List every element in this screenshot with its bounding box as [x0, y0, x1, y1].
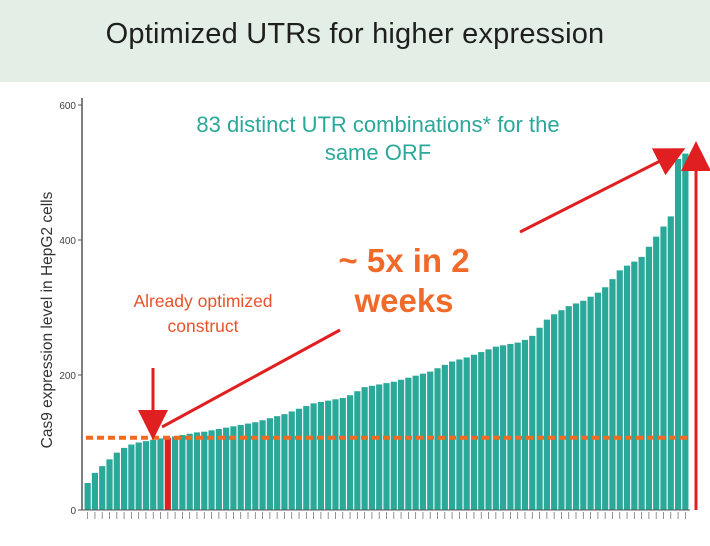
title-band — [0, 0, 710, 82]
bar — [616, 270, 623, 511]
bar — [412, 375, 419, 510]
bar — [397, 379, 405, 510]
bar-highlighted — [164, 437, 171, 510]
bar — [339, 397, 346, 510]
bar — [419, 373, 427, 510]
arrow-diagonal-increase — [161, 328, 341, 429]
y-tick-label: 400 — [59, 236, 76, 247]
bar — [500, 345, 507, 510]
bar — [572, 303, 580, 510]
bar — [558, 310, 565, 510]
bar — [638, 256, 645, 511]
bar — [536, 327, 543, 510]
y-tick-label: 200 — [59, 371, 76, 382]
bar — [128, 444, 135, 510]
bar — [631, 261, 638, 510]
bar — [99, 466, 106, 511]
bar — [244, 423, 252, 510]
bar — [259, 420, 266, 510]
bar — [84, 483, 91, 510]
bar — [274, 416, 281, 510]
bar — [135, 442, 142, 510]
bar — [208, 430, 215, 510]
bar — [346, 395, 354, 510]
bar — [529, 335, 536, 510]
bar — [142, 441, 150, 510]
optimized-annotation: Already optimized construct — [133, 291, 272, 336]
bar — [201, 431, 208, 510]
bar — [317, 402, 324, 510]
bar — [587, 296, 594, 510]
bar — [281, 414, 288, 510]
bars-group — [84, 153, 689, 511]
y-axis-label: Cas9 expression level in HepG2 cells — [39, 191, 56, 448]
bar — [623, 265, 631, 510]
bar — [186, 433, 193, 510]
y-tick-label: 600 — [59, 101, 76, 112]
bar — [463, 357, 470, 510]
bar — [325, 400, 332, 510]
bar — [383, 383, 390, 510]
arrow-diagonal-increase-upper — [519, 148, 686, 234]
bar — [580, 300, 587, 510]
y-ticks: 0 200 400 600 — [59, 101, 82, 517]
bar — [252, 422, 259, 510]
bar — [470, 354, 478, 510]
bar — [303, 406, 310, 510]
bar — [645, 246, 653, 510]
bar — [507, 343, 514, 510]
bar — [543, 319, 550, 510]
bar — [478, 352, 485, 510]
bar — [157, 438, 164, 510]
bar — [113, 452, 120, 511]
bar — [434, 368, 441, 510]
bar — [332, 399, 339, 510]
bar — [361, 387, 368, 510]
bar — [91, 472, 99, 511]
bar — [449, 361, 456, 510]
bar — [230, 426, 237, 510]
bar — [295, 408, 303, 510]
combinations-annotation: 83 distinct UTR combinations* for the sam… — [196, 112, 559, 165]
bar — [682, 153, 689, 510]
bar — [193, 432, 201, 511]
bar — [376, 384, 383, 510]
bar — [106, 459, 113, 511]
x-tick-marks — [87, 512, 686, 519]
bar — [565, 306, 572, 510]
y-tick-label: 0 — [70, 506, 76, 517]
bar — [492, 346, 499, 510]
bar — [310, 403, 317, 510]
bar — [223, 427, 230, 510]
bar — [602, 287, 609, 510]
bar — [266, 418, 273, 510]
bar — [354, 391, 361, 510]
fold-change-annotation: ~ 5x in 2 weeks — [338, 242, 469, 319]
bar — [390, 381, 397, 510]
bar — [653, 236, 660, 511]
bar — [288, 411, 295, 510]
bar — [405, 377, 412, 510]
bar — [609, 279, 616, 510]
bar — [667, 216, 674, 511]
bar — [674, 159, 682, 510]
slide-title: Optimized UTRs for higher expression — [105, 18, 605, 50]
bar — [215, 429, 222, 510]
bar — [427, 371, 434, 511]
bar — [150, 439, 157, 510]
bar — [121, 447, 128, 510]
bar — [594, 292, 601, 510]
bar — [660, 226, 667, 510]
bar — [485, 349, 492, 510]
bar — [521, 339, 529, 510]
bar — [179, 435, 186, 510]
bar — [514, 342, 521, 510]
bar — [172, 436, 179, 510]
bar — [368, 385, 376, 510]
bar — [456, 359, 463, 510]
bar — [551, 314, 558, 510]
bar — [237, 424, 244, 510]
